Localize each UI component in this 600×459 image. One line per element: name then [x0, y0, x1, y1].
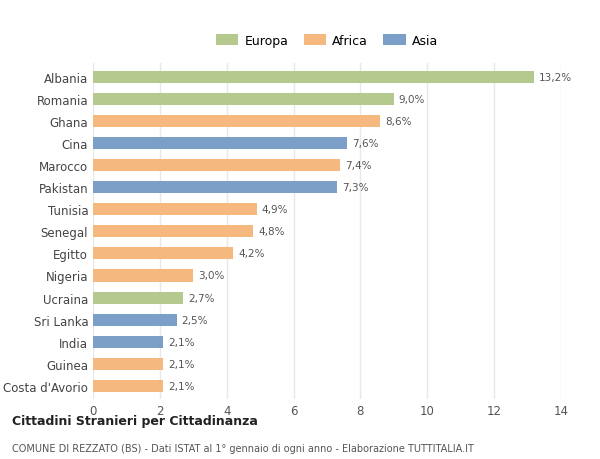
- Text: 4,2%: 4,2%: [238, 249, 265, 259]
- Text: 2,5%: 2,5%: [182, 315, 208, 325]
- Bar: [93, 160, 340, 172]
- Text: COMUNE DI REZZATO (BS) - Dati ISTAT al 1° gennaio di ogni anno - Elaborazione TU: COMUNE DI REZZATO (BS) - Dati ISTAT al 1…: [12, 443, 474, 453]
- Bar: [93, 314, 176, 326]
- Bar: [93, 292, 183, 304]
- Text: 7,4%: 7,4%: [346, 161, 372, 171]
- Text: 7,6%: 7,6%: [352, 139, 379, 149]
- Text: 2,7%: 2,7%: [188, 293, 215, 303]
- Bar: [93, 226, 253, 238]
- Legend: Europa, Africa, Asia: Europa, Africa, Asia: [212, 31, 442, 51]
- Text: 4,8%: 4,8%: [259, 227, 285, 237]
- Bar: [93, 72, 534, 84]
- Bar: [93, 94, 394, 106]
- Bar: [93, 336, 163, 348]
- Bar: [93, 358, 163, 370]
- Text: 4,9%: 4,9%: [262, 205, 289, 215]
- Bar: [93, 138, 347, 150]
- Text: 7,3%: 7,3%: [342, 183, 368, 193]
- Bar: [93, 182, 337, 194]
- Bar: [93, 116, 380, 128]
- Text: 3,0%: 3,0%: [198, 271, 224, 281]
- Text: 9,0%: 9,0%: [399, 95, 425, 105]
- Text: 2,1%: 2,1%: [168, 381, 195, 391]
- Bar: [93, 380, 163, 392]
- Text: 2,1%: 2,1%: [168, 337, 195, 347]
- Bar: [93, 270, 193, 282]
- Text: Cittadini Stranieri per Cittadinanza: Cittadini Stranieri per Cittadinanza: [12, 414, 258, 428]
- Bar: [93, 248, 233, 260]
- Text: 8,6%: 8,6%: [385, 117, 412, 127]
- Text: 13,2%: 13,2%: [539, 73, 572, 83]
- Text: 2,1%: 2,1%: [168, 359, 195, 369]
- Bar: [93, 204, 257, 216]
